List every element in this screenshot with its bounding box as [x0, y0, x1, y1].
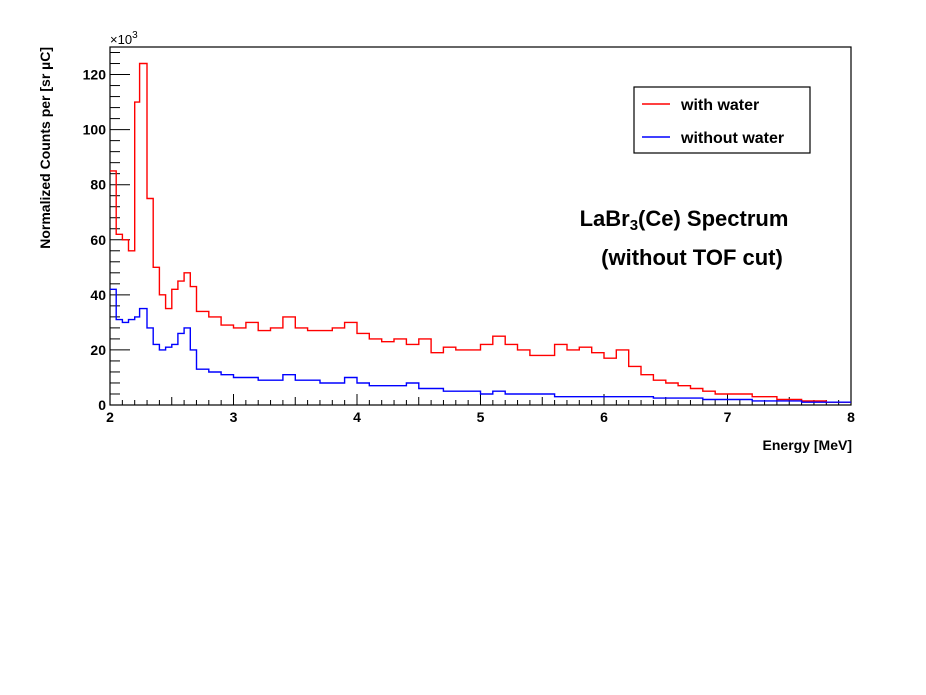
x-axis-title: Energy [MeV] [763, 437, 852, 453]
x-tick-label: 4 [353, 409, 361, 425]
y-multiplier: ×103 [110, 30, 138, 47]
series-line-with-water [110, 62, 851, 403]
y-tick-label: 40 [90, 287, 106, 303]
y-tick-label: 0 [98, 397, 106, 413]
y-multiplier-exponent: 3 [132, 30, 138, 41]
series-line-without-water [110, 288, 851, 403]
legend-label-with-water: with water [680, 97, 759, 114]
y-tick-label: 100 [83, 122, 107, 138]
y-tick-label: 60 [90, 232, 106, 248]
x-tick-label: 6 [600, 409, 608, 425]
legend-box [633, 86, 811, 154]
y-tick-label: 20 [90, 342, 106, 358]
legend: with water without water [633, 86, 811, 154]
x-tick-label: 5 [477, 409, 485, 425]
y-tick-label: 120 [83, 67, 107, 83]
x-tick-label: 2 [106, 409, 114, 425]
annotation-title-line2: (without TOF cut) [601, 245, 783, 270]
annotation-title-line1: LaBr3(Ce) Spectrum [580, 206, 789, 234]
x-tick-label: 8 [847, 409, 855, 425]
x-tick-label: 3 [230, 409, 238, 425]
y-axis: 0 20 40 60 80 100 120 [83, 52, 130, 413]
series-layer [110, 62, 851, 403]
x-axis: 2 3 4 5 6 7 8 [106, 394, 855, 425]
y-tick-label: 80 [90, 177, 106, 193]
legend-label-without-water: without water [680, 130, 784, 147]
x-tick-label: 7 [724, 409, 732, 425]
y-axis-title: Normalized Counts per [sr µC] [37, 47, 53, 249]
